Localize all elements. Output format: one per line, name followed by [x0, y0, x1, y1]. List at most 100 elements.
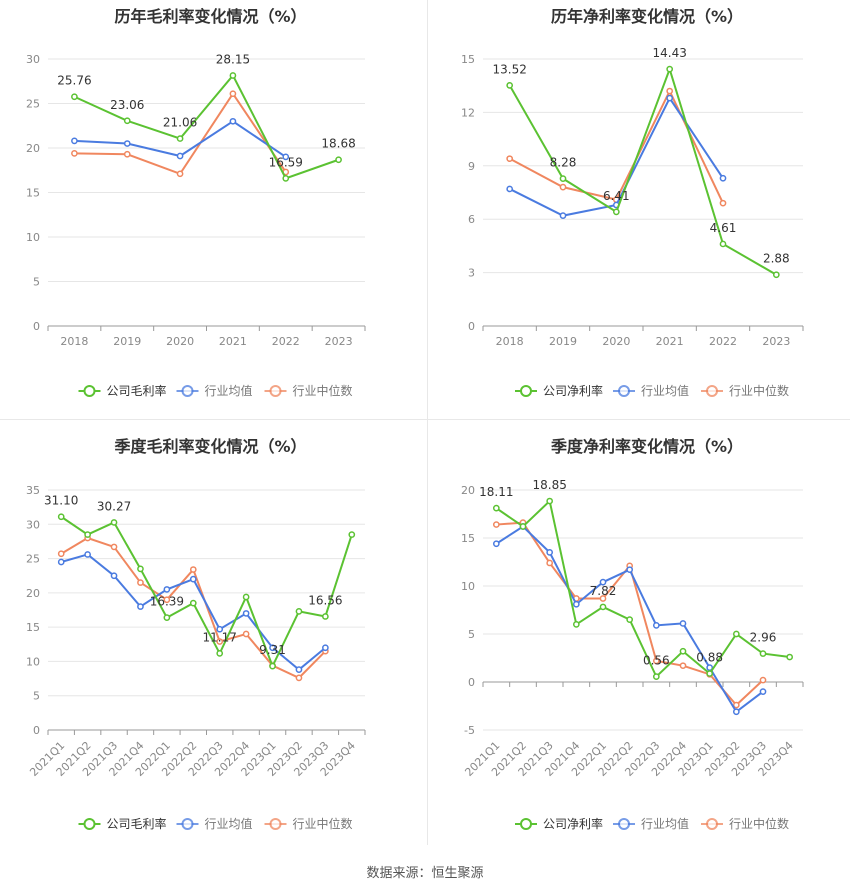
data-point-industry_avg	[282, 153, 290, 161]
legend-item-industry_avg: 行业均值	[176, 816, 253, 831]
data-point-company	[612, 208, 620, 216]
legend-item-company: 公司毛利率	[78, 816, 167, 831]
data-label: 8.28	[550, 156, 577, 170]
data-label: 23.06	[110, 98, 144, 112]
svg-text:行业中位数: 行业中位数	[729, 816, 789, 831]
data-point-industry_avg	[706, 664, 714, 671]
vertical-divider	[427, 0, 428, 845]
data-point-company	[163, 614, 171, 621]
data-point-industry_avg	[110, 572, 118, 580]
data-point-industry_avg	[546, 549, 554, 556]
y-tick-label: 3	[468, 267, 475, 280]
data-point-company	[546, 497, 554, 505]
chart-title: 历年毛利率变化情况（%）	[114, 7, 306, 26]
data-point-industry_median	[546, 559, 554, 567]
data-label: 9.31	[259, 643, 286, 657]
data-point-company	[322, 613, 329, 620]
data-label: 4.61	[710, 221, 737, 235]
series-line-company	[60, 515, 353, 669]
data-point-industry_avg	[163, 586, 171, 593]
data-source-text: 数据来源：恒生聚源	[366, 866, 484, 881]
data-point-industry_median	[163, 596, 171, 604]
data-point-company	[348, 531, 356, 538]
chart-title: 季度毛利率变化情况（%）	[113, 437, 306, 456]
data-point-industry_avg	[229, 117, 237, 125]
data-label: 30.27	[97, 499, 131, 513]
data-label: 25.76	[57, 74, 91, 88]
y-tick-label: 0	[33, 320, 40, 333]
data-point-industry_avg	[216, 625, 224, 633]
x-tick-label: 2019	[113, 335, 141, 348]
chart-panel-3: 季度毛利率变化情况（%）051015202530352021Q12021Q220…	[26, 437, 366, 831]
svg-text:行业均值: 行业均值	[641, 383, 689, 398]
y-tick-label: 0	[468, 676, 475, 689]
data-point-company	[719, 240, 727, 248]
svg-text:行业中位数: 行业中位数	[729, 383, 789, 398]
data-point-industry_median	[599, 595, 607, 602]
data-label: 16.59	[269, 155, 303, 169]
data-point-company	[679, 647, 687, 655]
data-point-industry_median	[137, 579, 144, 586]
data-point-company	[282, 174, 290, 182]
data-point-industry_avg	[71, 137, 78, 145]
data-point-company	[269, 662, 276, 670]
data-label: 28.15	[216, 52, 250, 66]
svg-text:公司毛利率: 公司毛利率	[107, 816, 167, 831]
legend-item-industry_avg: 行业均值	[613, 383, 689, 398]
legend-item-industry_median: 行业中位数	[701, 383, 789, 398]
data-point-industry_avg	[572, 600, 580, 608]
x-tick-label: 2018	[60, 335, 88, 348]
chart-panel-1: 历年毛利率变化情况（%） 0 5 10 15 20 25 30 2018 2019 2020 2021…	[26, 7, 366, 398]
series-line-industry_median	[496, 521, 764, 707]
y-tick-label: 20	[461, 484, 475, 497]
data-point-company	[335, 156, 342, 164]
data-label: 21.06	[163, 116, 197, 130]
data-point-industry_avg	[123, 140, 131, 147]
data-point-industry_median	[759, 676, 767, 684]
y-tick-label: 25	[26, 98, 40, 111]
x-tick-label: 2022	[272, 335, 300, 348]
data-point-industry_avg	[57, 558, 65, 566]
x-tick-label: 2022	[709, 335, 737, 348]
legend-item-company: 公司毛利率	[78, 383, 167, 398]
data-point-company	[242, 593, 250, 601]
legend-item-industry_avg: 行业均值	[176, 383, 253, 398]
data-point-company	[626, 616, 634, 623]
data-point-industry_median	[216, 638, 224, 645]
x-tick-label: 2020	[602, 335, 630, 348]
data-label: 13.52	[492, 62, 526, 76]
y-tick-label: 5	[33, 690, 40, 703]
series-line-company	[508, 66, 777, 276]
data-label: 6.41	[603, 189, 630, 203]
data-point-company	[759, 650, 767, 657]
data-point-company	[666, 65, 674, 73]
x-tick-label: 2023	[762, 335, 790, 348]
data-label: 14.43	[652, 46, 686, 60]
y-tick-label: 15	[461, 532, 475, 545]
x-tick-label: 2021	[656, 335, 684, 348]
data-point-industry_avg	[559, 212, 567, 219]
y-tick-label: 6	[468, 213, 475, 226]
data-label: 16.56	[308, 593, 342, 607]
y-tick-label: 0	[33, 724, 40, 737]
y-tick-label: 5	[468, 628, 475, 641]
data-point-industry_median	[492, 521, 500, 528]
series-line-company	[74, 73, 339, 180]
data-point-industry_avg	[322, 644, 329, 652]
data-point-industry_median	[719, 199, 727, 207]
legend-item-industry_median: 行业中位数	[264, 816, 353, 831]
horizontal-divider	[0, 419, 850, 420]
x-tick-label: 2018	[496, 335, 524, 348]
data-point-company	[84, 531, 91, 538]
y-tick-label: 30	[26, 53, 40, 66]
svg-text:行业中位数: 行业中位数	[293, 816, 353, 831]
legend-item-company: 公司净利率	[515, 383, 603, 398]
data-point-industry_median	[229, 90, 237, 98]
y-tick-label: 9	[468, 160, 475, 173]
data-point-company	[652, 673, 660, 680]
data-label: 2.96	[750, 631, 777, 645]
data-point-industry_avg	[652, 622, 660, 629]
y-tick-label: 12	[461, 106, 475, 119]
data-point-company	[110, 519, 118, 526]
